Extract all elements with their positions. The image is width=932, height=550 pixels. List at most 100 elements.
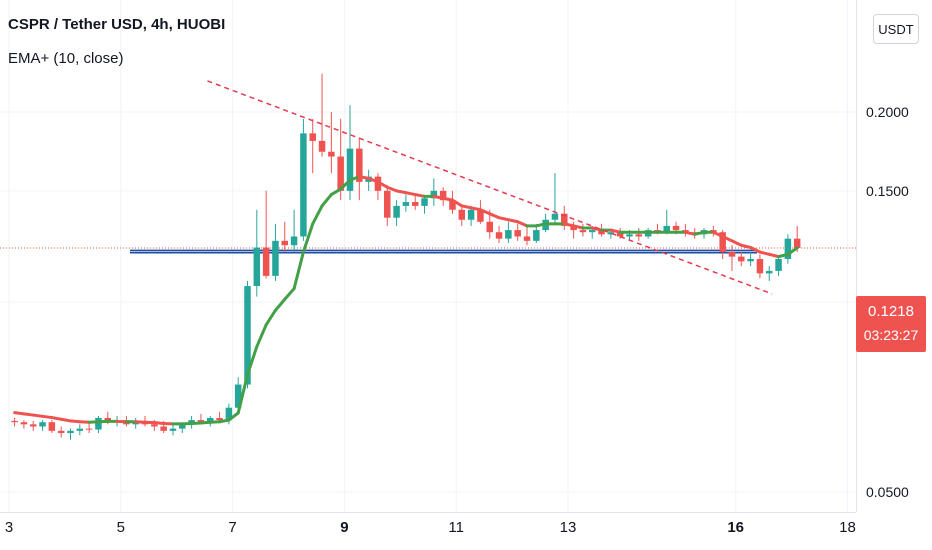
candle-body [197, 420, 205, 423]
ema-segment [339, 178, 352, 191]
candle-body [551, 213, 559, 220]
candle-body [765, 270, 773, 274]
candle-body [290, 236, 298, 246]
ema-segment [376, 180, 389, 189]
ema-segment [13, 411, 26, 416]
candle-body [561, 213, 568, 226]
ema-segment [301, 222, 315, 254]
ema-segment [749, 245, 762, 254]
time-tick-label: 13 [560, 519, 577, 536]
time-tick-label: 16 [727, 519, 744, 536]
candle-body [430, 190, 438, 199]
ema-segment [739, 243, 753, 249]
candle-body [495, 232, 503, 239]
candle-body [514, 230, 521, 237]
candle-body [328, 151, 335, 157]
ema-segment [469, 206, 482, 212]
bar-countdown: 03:23:27 [863, 327, 919, 343]
ema-segment [693, 230, 706, 236]
ema-segment [516, 220, 529, 228]
candle-body [756, 258, 764, 274]
candle-body [421, 198, 428, 206]
ema-segment [432, 194, 445, 200]
candle-body [337, 156, 344, 191]
ema-segment [534, 222, 548, 228]
candle-body [719, 232, 726, 253]
candle-body [588, 230, 596, 233]
candle-body [356, 148, 363, 182]
ema-segment [329, 187, 343, 197]
ema-segment [227, 411, 240, 422]
candle-body [402, 202, 410, 206]
candle-body [458, 209, 466, 220]
ema-segment [711, 230, 725, 238]
candle-body [206, 417, 214, 423]
trendline [207, 80, 773, 295]
candle-body [439, 190, 447, 201]
ema-segment [441, 196, 454, 202]
candle-body [728, 252, 736, 257]
candle-body [616, 232, 624, 237]
ema-segment [730, 239, 743, 247]
candle-body [598, 230, 605, 235]
ema-segment [273, 297, 287, 312]
ema-segment [478, 208, 492, 216]
candle-body [467, 209, 475, 220]
ema-segment [292, 250, 305, 291]
candle-body [747, 258, 754, 262]
candle-body [48, 422, 56, 431]
candle-body [523, 236, 531, 241]
ema-segment [22, 412, 35, 417]
candle-body [505, 230, 512, 239]
candle-body [318, 140, 326, 152]
candle-body [607, 232, 615, 235]
candle-body [216, 417, 223, 421]
candle-body [635, 234, 643, 237]
candle-body [300, 133, 307, 237]
candle-body [179, 424, 186, 429]
ema-segment [218, 418, 231, 424]
candle-body [225, 407, 233, 421]
candle-body [253, 247, 261, 287]
ema-segment [385, 185, 399, 193]
time-tick-label: 5 [117, 519, 125, 536]
candle-body [775, 258, 782, 271]
candle-body [169, 428, 177, 431]
candle-body [663, 225, 671, 233]
candle-body [151, 424, 158, 427]
price-tick-label: 0.1500 [866, 183, 909, 199]
candle-body [393, 205, 400, 218]
ema-segment [450, 198, 464, 208]
ema-segment [68, 419, 82, 424]
ema-segment [404, 191, 417, 197]
candle-body [738, 256, 745, 262]
candle-body [672, 225, 680, 231]
candle-body [160, 426, 167, 431]
candle-body [67, 430, 74, 434]
candle-body [234, 384, 242, 408]
candle-body [39, 422, 46, 427]
ema-segment [413, 193, 427, 198]
candle-body [346, 148, 354, 191]
ema-segment [767, 252, 781, 259]
ema-segment [264, 308, 277, 327]
ema-segment [236, 373, 250, 415]
ema-segment [357, 175, 371, 180]
ema-segment [311, 204, 324, 226]
candle-body [281, 240, 289, 246]
ema-segment [199, 420, 212, 425]
candle-body [411, 202, 419, 206]
candle-body [11, 420, 18, 423]
candle-body [20, 422, 28, 425]
indicator-label: EMA+ (10, close) [8, 50, 124, 67]
ema-segment [255, 323, 268, 349]
ema-segment [506, 218, 520, 224]
candle-body [486, 221, 493, 233]
candle-body [626, 234, 633, 237]
candle-body [579, 230, 587, 233]
currency-button[interactable]: USDT [873, 14, 919, 44]
ema-segment [777, 252, 790, 259]
ema-segment [721, 234, 734, 243]
